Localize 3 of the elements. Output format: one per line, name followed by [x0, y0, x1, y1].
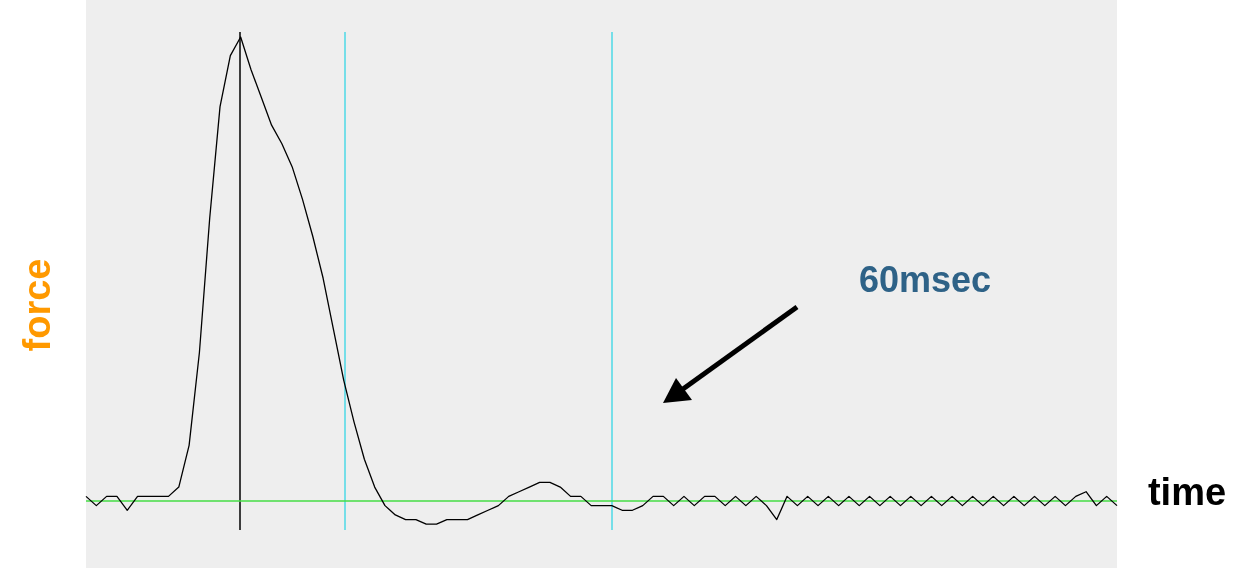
y-axis-title: force: [16, 258, 59, 352]
annotation: 60msec: [858, 258, 992, 300]
x-axis-title: time: [1147, 471, 1227, 514]
